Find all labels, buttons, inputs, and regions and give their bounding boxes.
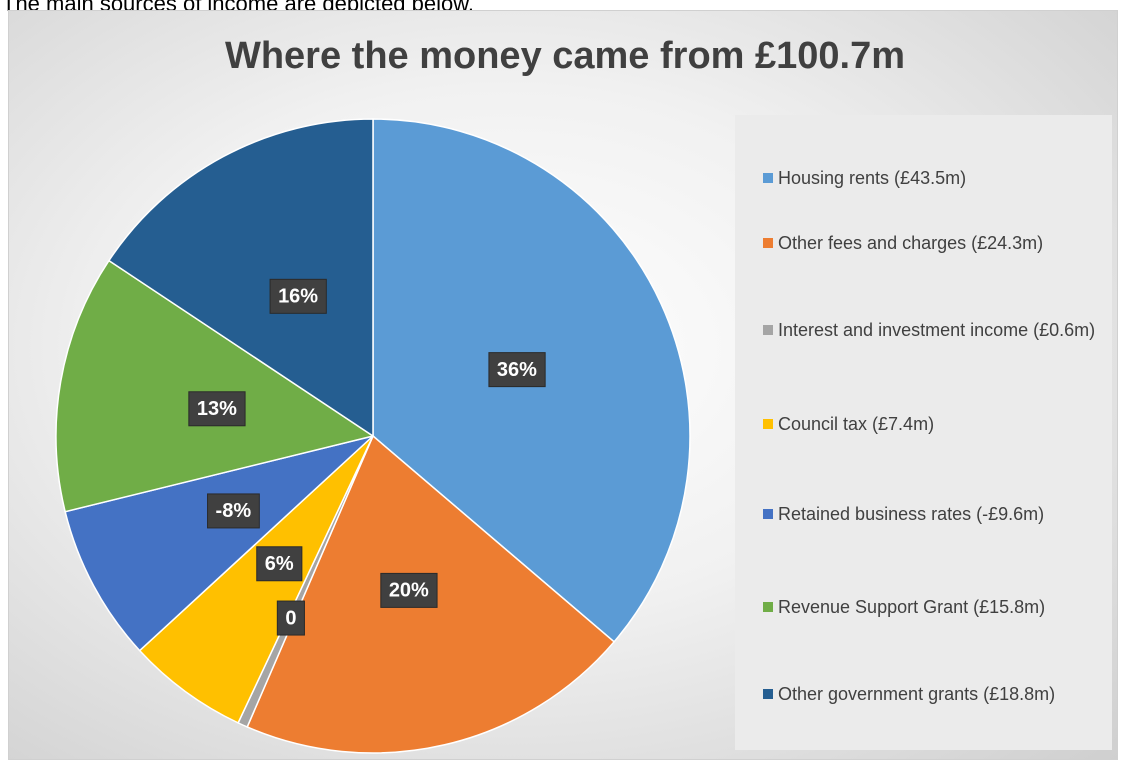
data-label: -8% — [207, 493, 260, 529]
legend-entry: Council tax (£7.4m) — [763, 409, 1108, 439]
pie-slice — [107, 118, 374, 438]
data-label: 20% — [380, 572, 438, 608]
legend-label: Retained business rates (-£9.6m) — [778, 504, 1045, 524]
legend-label: Council tax (£7.4m) — [778, 414, 935, 434]
legend-entry: Other fees and charges (£24.3m) — [763, 228, 1108, 258]
pie-slice — [55, 259, 375, 513]
legend-entry: Housing rents (£43.5m) — [763, 163, 1108, 193]
data-label: 36% — [488, 352, 546, 388]
data-label-box — [188, 391, 246, 427]
legend-swatch — [763, 509, 773, 519]
data-label: 16% — [269, 278, 327, 314]
legend-label: Revenue Support Grant (£15.8m) — [778, 597, 1046, 617]
legend-swatch — [763, 325, 773, 335]
pie-slice — [64, 435, 374, 652]
legend-entry: Retained business rates (-£9.6m) — [763, 499, 1108, 529]
legend-label: Interest and investment income (£0.6m) — [778, 320, 1096, 340]
data-label-text: 20% — [389, 580, 429, 602]
data-label-box — [256, 546, 303, 582]
legend-swatch — [763, 173, 773, 183]
data-label-text: 0 — [285, 607, 296, 629]
data-label-box — [269, 278, 327, 314]
legend-swatch — [763, 419, 773, 429]
data-label: 13% — [188, 391, 246, 427]
legend-label: Other fees and charges (£24.3m) — [778, 233, 1044, 253]
legend: Housing rents (£43.5m) Other fees and cha… — [735, 115, 1112, 750]
data-label: 6% — [256, 546, 303, 582]
data-label-text: 36% — [497, 359, 537, 381]
legend-swatch — [763, 689, 773, 699]
legend-entry: Other government grants (£18.8m) — [763, 679, 1108, 709]
legend-label: Other government grants (£18.8m) — [778, 684, 1056, 704]
legend-label: Housing rents (£43.5m) — [778, 168, 967, 188]
chart-title: Where the money came from £100.7m — [225, 35, 905, 77]
data-label-box — [488, 352, 546, 388]
data-label-text: 13% — [197, 398, 237, 420]
legend-entry: Revenue Support Grant (£15.8m) — [763, 592, 1108, 622]
data-label: 0 — [276, 600, 305, 636]
legend-entry: Interest and investment income (£0.6m) — [763, 315, 1108, 345]
data-label-text: -8% — [216, 500, 252, 522]
data-label-box — [207, 493, 260, 529]
data-label-box — [276, 600, 305, 636]
legend-swatch — [763, 238, 773, 248]
legend-swatch — [763, 602, 773, 612]
data-label-box — [380, 572, 438, 608]
data-label-text: 6% — [265, 553, 294, 575]
data-label-text: 16% — [278, 286, 318, 308]
